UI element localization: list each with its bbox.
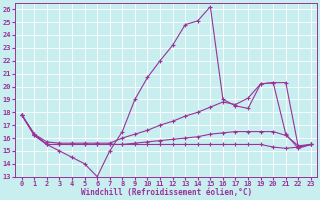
X-axis label: Windchill (Refroidissement éolien,°C): Windchill (Refroidissement éolien,°C) xyxy=(81,188,252,197)
